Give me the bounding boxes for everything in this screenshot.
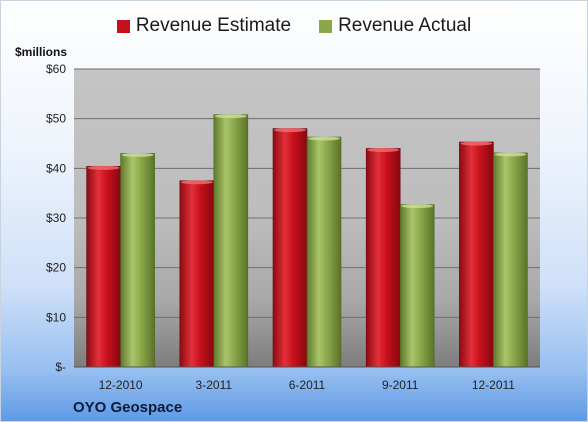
bar-cap [494, 152, 527, 157]
bar-cap [367, 147, 400, 152]
bar-revenue-actual [306, 136, 342, 368]
y-tick-label: $30 [46, 211, 66, 225]
bar-cap [308, 136, 340, 141]
x-tick-label: 12-2010 [99, 378, 143, 392]
legend-swatch-estimate [116, 19, 130, 33]
bar-revenue-estimate [365, 148, 401, 368]
x-tick-label: 9-2011 [382, 378, 419, 392]
y-tick-label: $10 [46, 310, 66, 324]
bar-revenue-actual [213, 114, 249, 368]
bar-cap [121, 152, 154, 157]
bar-cap [87, 165, 120, 170]
x-tick-label: 6-2011 [289, 378, 326, 392]
y-tick-label: $60 [46, 62, 66, 76]
bar-revenue-actual [120, 153, 155, 368]
y-tick-label: $50 [46, 112, 66, 126]
bar-cap [274, 128, 306, 133]
legend-item-actual: Revenue Actual [319, 15, 471, 37]
legend-item-estimate: Revenue Estimate [116, 15, 292, 37]
bar-revenue-estimate [179, 180, 215, 368]
y-tick-label: $20 [46, 261, 66, 275]
bar-revenue-estimate [459, 141, 494, 368]
bar-revenue-actual [399, 204, 435, 368]
x-tick-label: 3-2011 [196, 378, 233, 392]
bar-revenue-estimate [272, 128, 308, 368]
y-axis-unit-label: $millions [15, 45, 68, 59]
legend-swatch-actual [319, 19, 333, 33]
bar-cap [214, 114, 247, 119]
legend-label-estimate: Revenue Estimate [135, 15, 292, 36]
bar-cap [401, 204, 434, 209]
company-name: OYO Geospace [73, 399, 183, 416]
bar-revenue-estimate [86, 166, 121, 368]
x-tick-label: 12-2011 [472, 378, 515, 392]
bar-cap [460, 141, 493, 146]
y-tick-label: $- [55, 360, 66, 374]
legend: Revenue Estimate Revenue Actual [1, 15, 587, 37]
bar-revenue-actual [493, 152, 528, 368]
bar-cap [180, 180, 213, 185]
legend-label-actual: Revenue Actual [338, 15, 472, 36]
y-tick-label: $40 [46, 161, 66, 175]
